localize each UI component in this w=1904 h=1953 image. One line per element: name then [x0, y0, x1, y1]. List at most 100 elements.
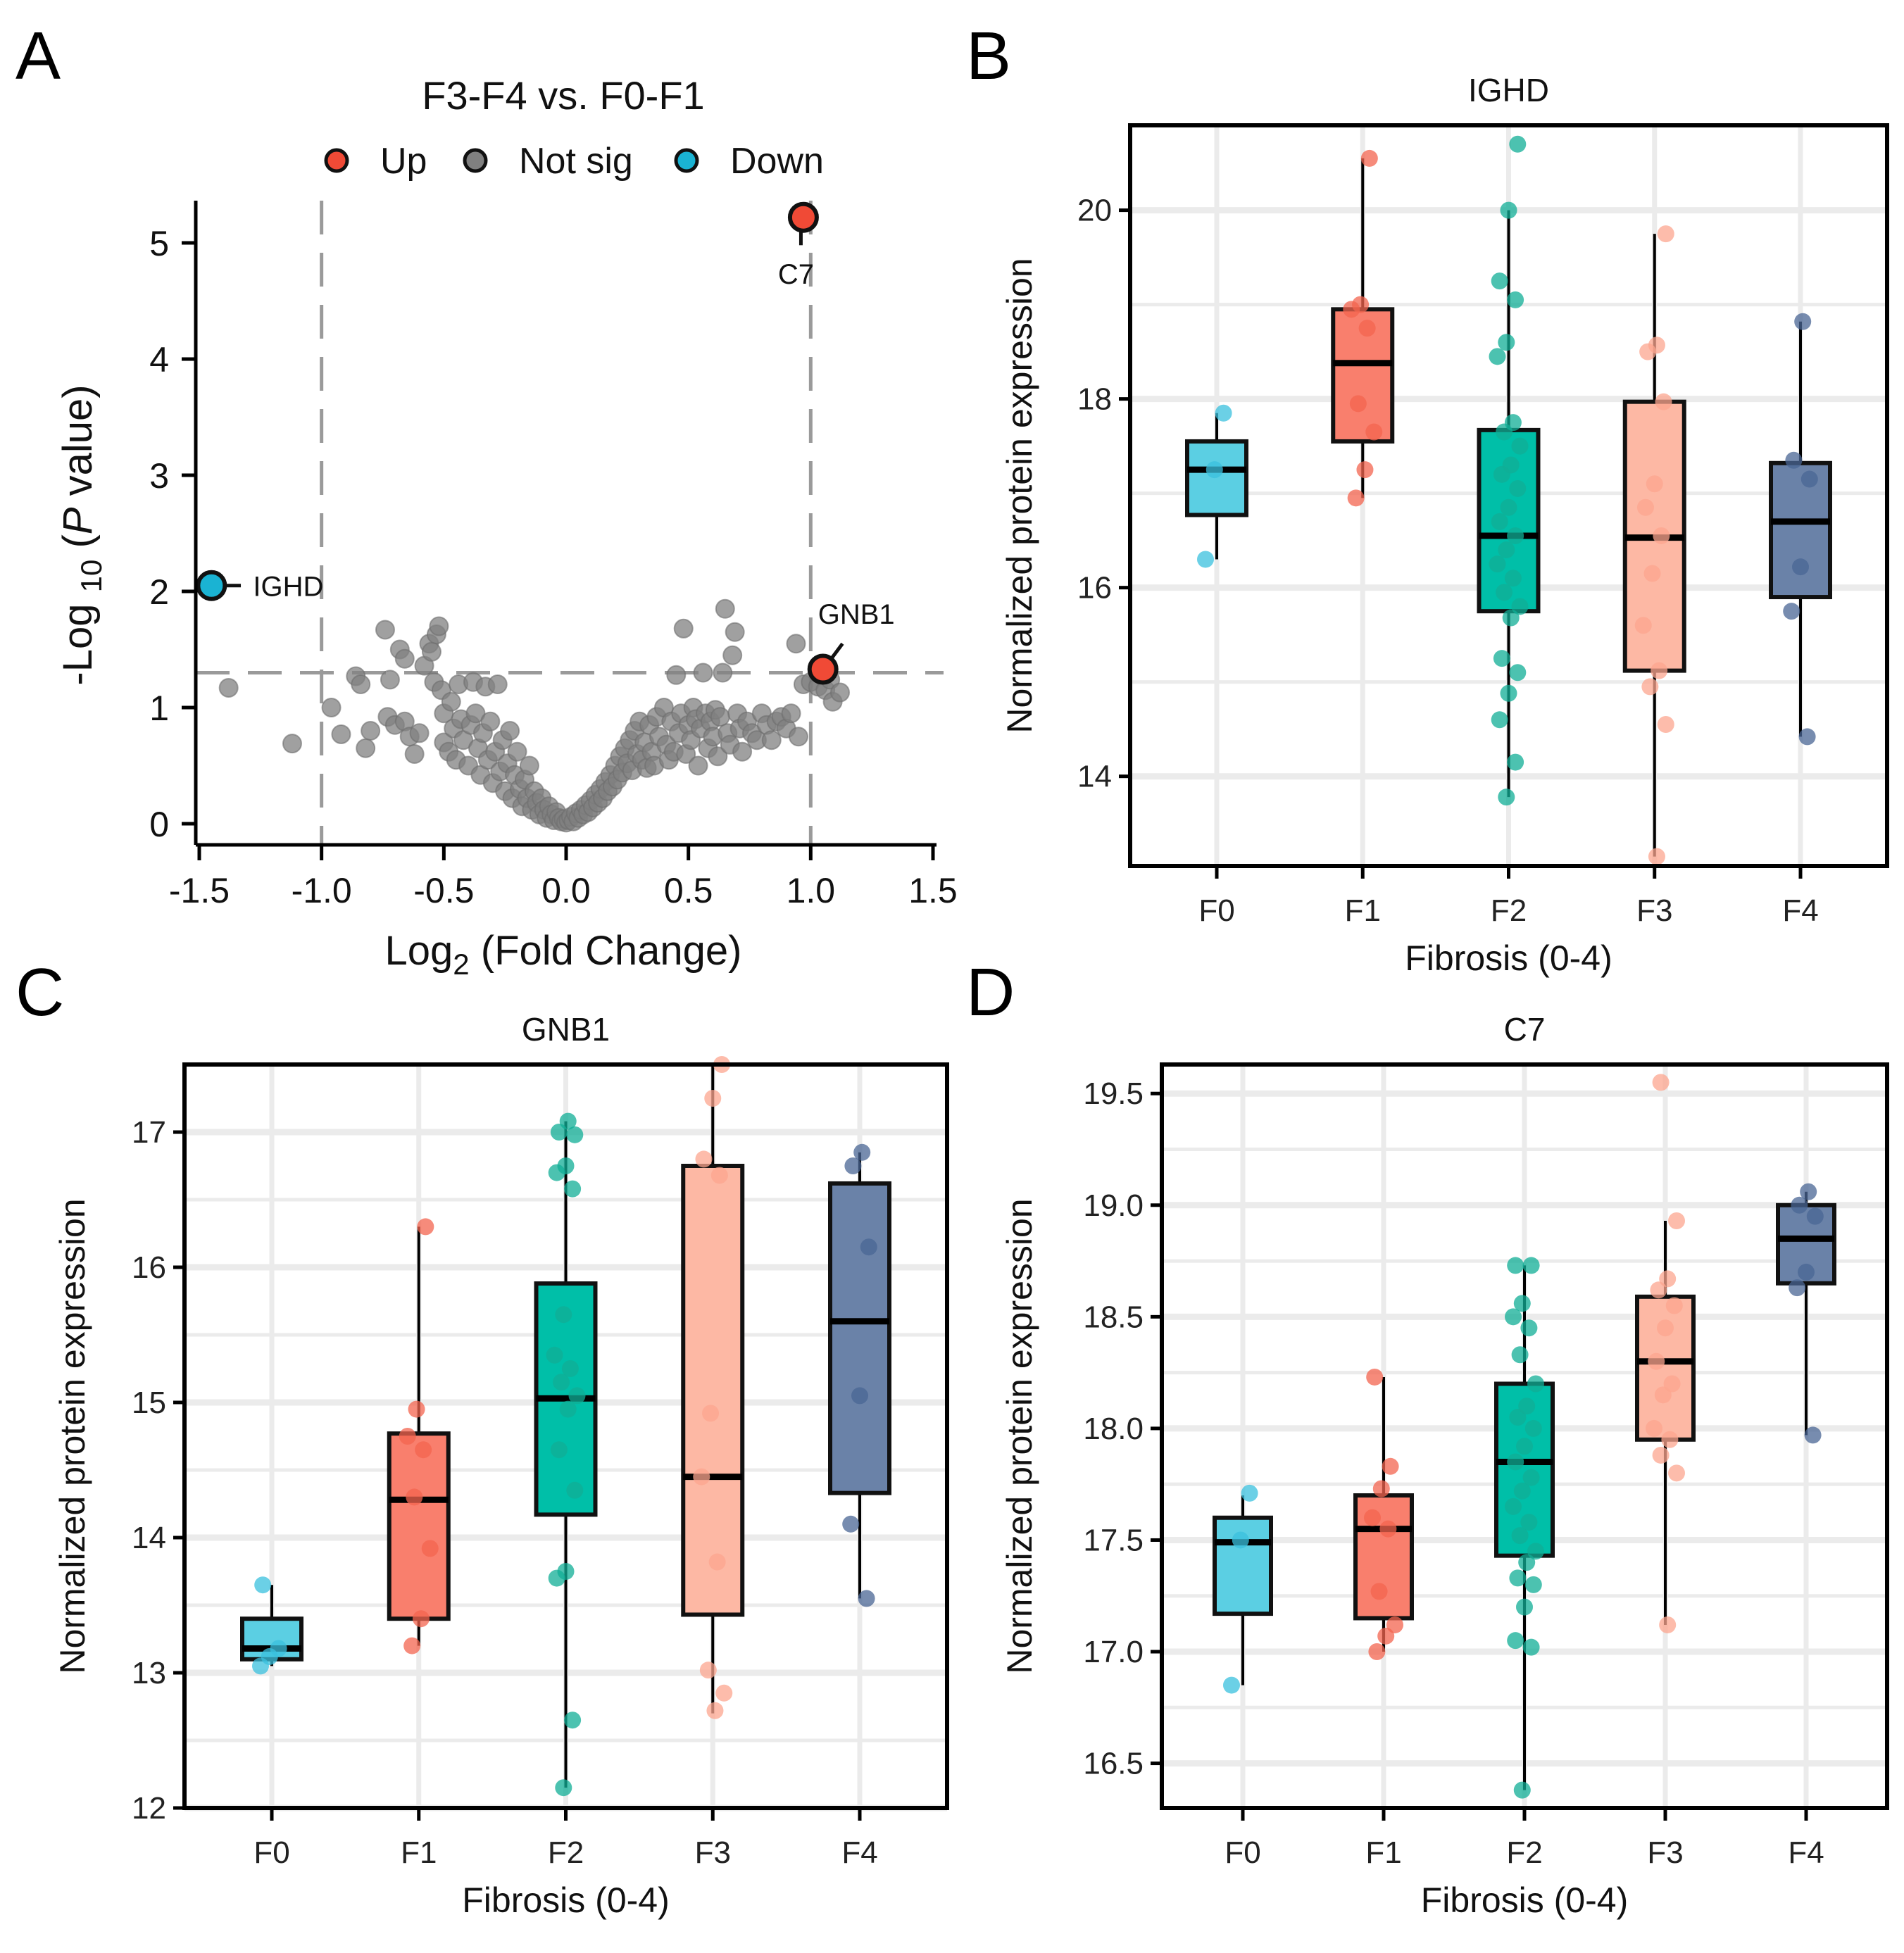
data-point-f2	[1516, 1438, 1533, 1455]
data-point-f2	[566, 1126, 584, 1143]
boxplot-panel-gnb1: GNB1 12 13 14 15 16 17 F0 F1 F2 F3 F4 Fibrosis (0-4)…	[53, 1011, 949, 1920]
data-point-f3	[1659, 1616, 1677, 1633]
data-point-f3	[1648, 848, 1665, 865]
data-point-f2	[564, 1712, 582, 1729]
data-point-f1	[421, 1540, 439, 1557]
data-point-f2	[568, 1387, 586, 1405]
data-point-f3	[708, 1553, 726, 1571]
data-point-f0	[1205, 461, 1223, 479]
y-tick-label: 15	[132, 1386, 166, 1420]
x-tick-label: 1.0	[787, 871, 836, 910]
x-tick-label-f4: F4	[841, 1835, 877, 1870]
data-point-f3	[1657, 1319, 1674, 1337]
legend-label-up: Up	[380, 141, 427, 182]
data-point-f3	[1646, 475, 1663, 493]
not-sig-point	[708, 746, 728, 767]
data-point-f2	[1507, 1257, 1524, 1274]
volcano-axes: 0 1 2 3 4 5 -1.5 -1.0 -0.5 0.0 0.5 1.0 1.5	[149, 201, 958, 910]
legend-marker-up	[324, 148, 349, 173]
data-point-f2	[553, 1374, 570, 1391]
data-point-f3	[699, 1662, 717, 1679]
not-sig-point	[487, 674, 508, 694]
x-tick-label-f0: F0	[1198, 893, 1234, 928]
gene-label-c7: C7	[778, 259, 814, 290]
data-point-f3	[1636, 498, 1654, 516]
data-point-f1	[1364, 1509, 1381, 1526]
data-point-f1	[1386, 1616, 1403, 1633]
data-point-f2	[1511, 437, 1529, 455]
y-tick-label: 17.0	[1083, 1635, 1144, 1669]
x-tick-label: 0.5	[664, 871, 713, 910]
data-point-f2	[1500, 498, 1517, 516]
boxplot-panel-c7: C7 16.5 17.0 17.5 18.0 18.5 19.0 19.5 F0 F1 F2 F3 F4…	[1000, 1011, 1889, 1920]
data-point-f0	[1197, 551, 1214, 568]
not-sig-point	[361, 721, 381, 741]
threshold-lines	[196, 201, 944, 845]
data-point-f2	[557, 1157, 575, 1174]
data-point-f3	[1648, 337, 1665, 354]
data-point-f2	[1509, 1569, 1527, 1587]
x-tick-label-f0: F0	[1225, 1835, 1260, 1870]
box-f1	[1353, 1493, 1414, 1621]
data-point-f2	[1513, 1781, 1531, 1799]
data-point-f2	[1491, 513, 1508, 530]
x-tick-label-f4: F4	[1782, 893, 1818, 928]
data-point-f1	[417, 1218, 434, 1236]
data-point-f2	[1489, 348, 1506, 365]
panel-letter-b: B	[966, 18, 1011, 94]
data-point-f2	[1513, 1482, 1531, 1500]
x-tick-label-f1: F1	[401, 1835, 437, 1870]
y-tick-label: 14	[1077, 760, 1112, 794]
data-point-f1	[1366, 1368, 1384, 1386]
not-sig-point	[713, 662, 733, 683]
volcano-points: C7 GNB1 IGHD	[196, 201, 895, 833]
data-point-f2	[1520, 1514, 1538, 1531]
x-tick-label-f2: F2	[1506, 1835, 1542, 1870]
data-point-f1	[399, 1428, 416, 1445]
panel-title: IGHD	[1468, 72, 1549, 108]
box-f3	[681, 1164, 745, 1617]
y-tick-label: 19.0	[1083, 1188, 1144, 1223]
data-point-f4	[1785, 451, 1803, 469]
data-point-f3	[702, 1405, 720, 1422]
x-tick-label: -1.0	[292, 871, 352, 910]
data-point-f1	[1368, 1643, 1386, 1661]
data-point-f0	[1232, 1531, 1249, 1549]
not-sig-point	[519, 755, 539, 776]
x-axis-title: Fibrosis (0-4)	[1421, 1880, 1628, 1920]
panel-letter-d: D	[966, 955, 1015, 1030]
x-tick-label-f3: F3	[1636, 893, 1672, 928]
gene-label-gnb1: GNB1	[818, 599, 895, 630]
y-tick-label: 16.5	[1083, 1747, 1144, 1781]
y-tick-label: 17.5	[1083, 1523, 1144, 1557]
data-point-f2	[1509, 664, 1527, 682]
y-tick-label: 4	[149, 340, 169, 379]
not-sig-point	[394, 648, 415, 669]
data-point-f2	[566, 1481, 584, 1499]
data-point-f2	[1511, 1346, 1529, 1364]
data-point-f2	[1507, 527, 1524, 544]
data-point-f2	[1511, 598, 1529, 615]
not-sig-point	[404, 744, 425, 764]
y-tick-label: 18.5	[1083, 1300, 1144, 1334]
data-point-f3	[1646, 1419, 1662, 1437]
data-point-f2	[1511, 1527, 1529, 1545]
data-point-f4	[1794, 313, 1812, 330]
data-point-f4	[1791, 1196, 1808, 1214]
panel-title: GNB1	[522, 1011, 610, 1048]
x-tick-label-f1: F1	[1345, 893, 1381, 928]
not-sig-point	[507, 741, 527, 762]
data-point-f4	[1789, 1279, 1806, 1297]
not-sig-point	[351, 674, 371, 694]
legend-label-down: Down	[730, 141, 824, 182]
box-f3	[1635, 1294, 1696, 1442]
data-point-f0	[1223, 1676, 1240, 1694]
data-point-f4	[1800, 1183, 1817, 1200]
not-sig-point	[781, 703, 801, 724]
data-point-f2	[1500, 201, 1517, 219]
data-point-f3	[1661, 1431, 1679, 1448]
data-point-f2	[1522, 1257, 1540, 1274]
x-tick-label-f2: F2	[548, 1835, 584, 1870]
x-tick-label-f1: F1	[1365, 1835, 1401, 1870]
data-point-f3	[1668, 1464, 1685, 1482]
